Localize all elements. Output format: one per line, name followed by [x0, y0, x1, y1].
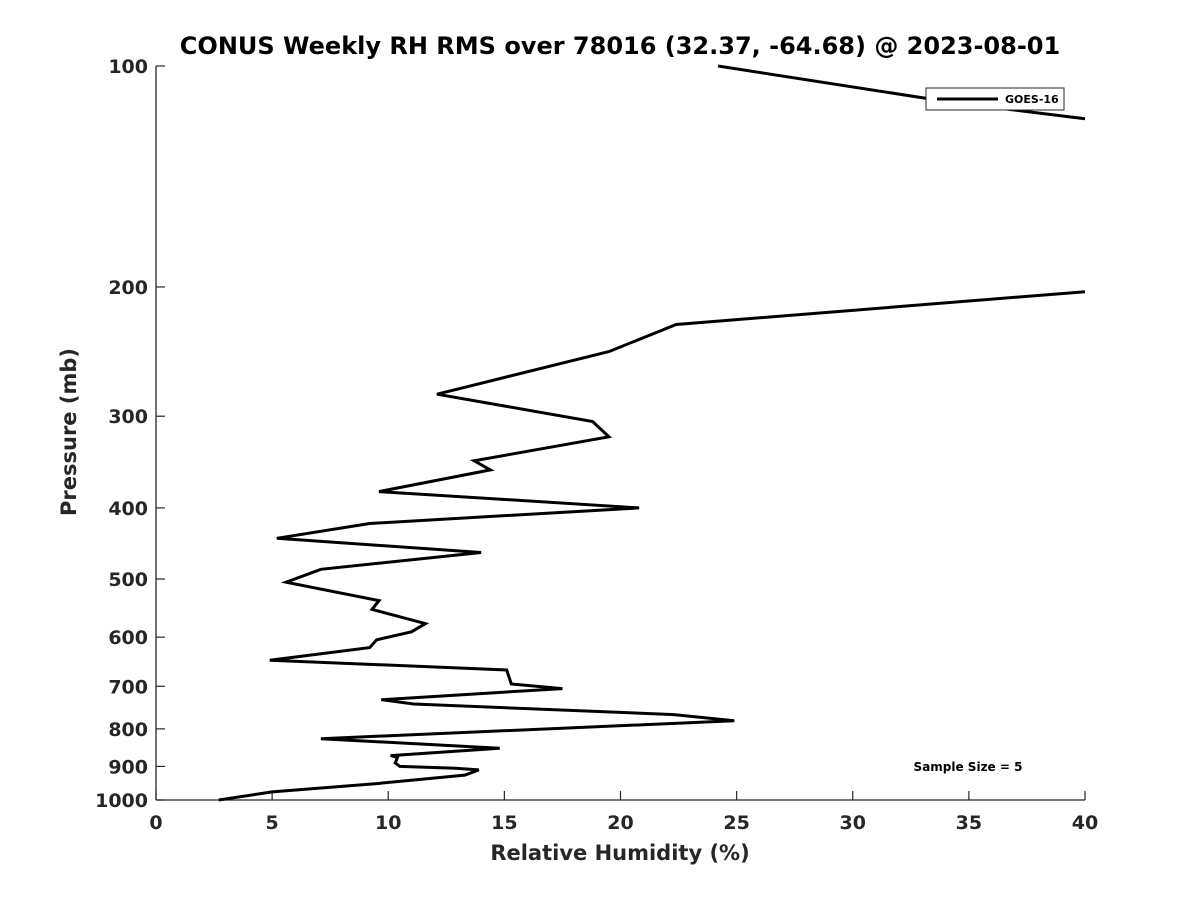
x-tick-label: 15 [491, 812, 517, 834]
series-line-goes16 [218, 290, 1086, 802]
x-tick-label: 10 [375, 812, 401, 834]
y-tick-label: 600 [108, 627, 148, 649]
x-tick-label: 0 [149, 812, 162, 834]
x-axis-label: Relative Humidity (%) [490, 841, 749, 865]
x-tick-label: 5 [266, 812, 279, 834]
y-tick-label: 700 [108, 676, 148, 698]
y-tick-label: 400 [108, 498, 148, 520]
x-tick-label: 40 [1072, 812, 1098, 834]
x-tick-label: 30 [840, 812, 866, 834]
sample-size-annotation: Sample Size = 5 [914, 760, 1023, 774]
legend-label: GOES-16 [1005, 93, 1059, 106]
plot-area: 0 5 10 15 20 25 30 35 40 100 200 300 400 500 600 700 800… [95, 56, 1098, 834]
x-tick-label: 25 [723, 812, 749, 834]
y-tick-label: 300 [108, 406, 148, 428]
y-tick-label: 900 [108, 756, 148, 778]
chart-title: CONUS Weekly RH RMS over 78016 (32.37, -… [180, 32, 1060, 60]
y-tick-label: 1000 [95, 790, 148, 812]
y-axis-label: Pressure (mb) [57, 348, 81, 516]
y-tick-label: 500 [108, 569, 148, 591]
series-layer [218, 64, 1086, 802]
y-tick-label: 100 [108, 56, 148, 78]
y-tick-label: 200 [108, 277, 148, 299]
y-tick-label: 800 [108, 719, 148, 741]
x-tick-label: 35 [956, 812, 982, 834]
legend: GOES-16 [925, 87, 1065, 111]
x-tick-label: 20 [607, 812, 633, 834]
